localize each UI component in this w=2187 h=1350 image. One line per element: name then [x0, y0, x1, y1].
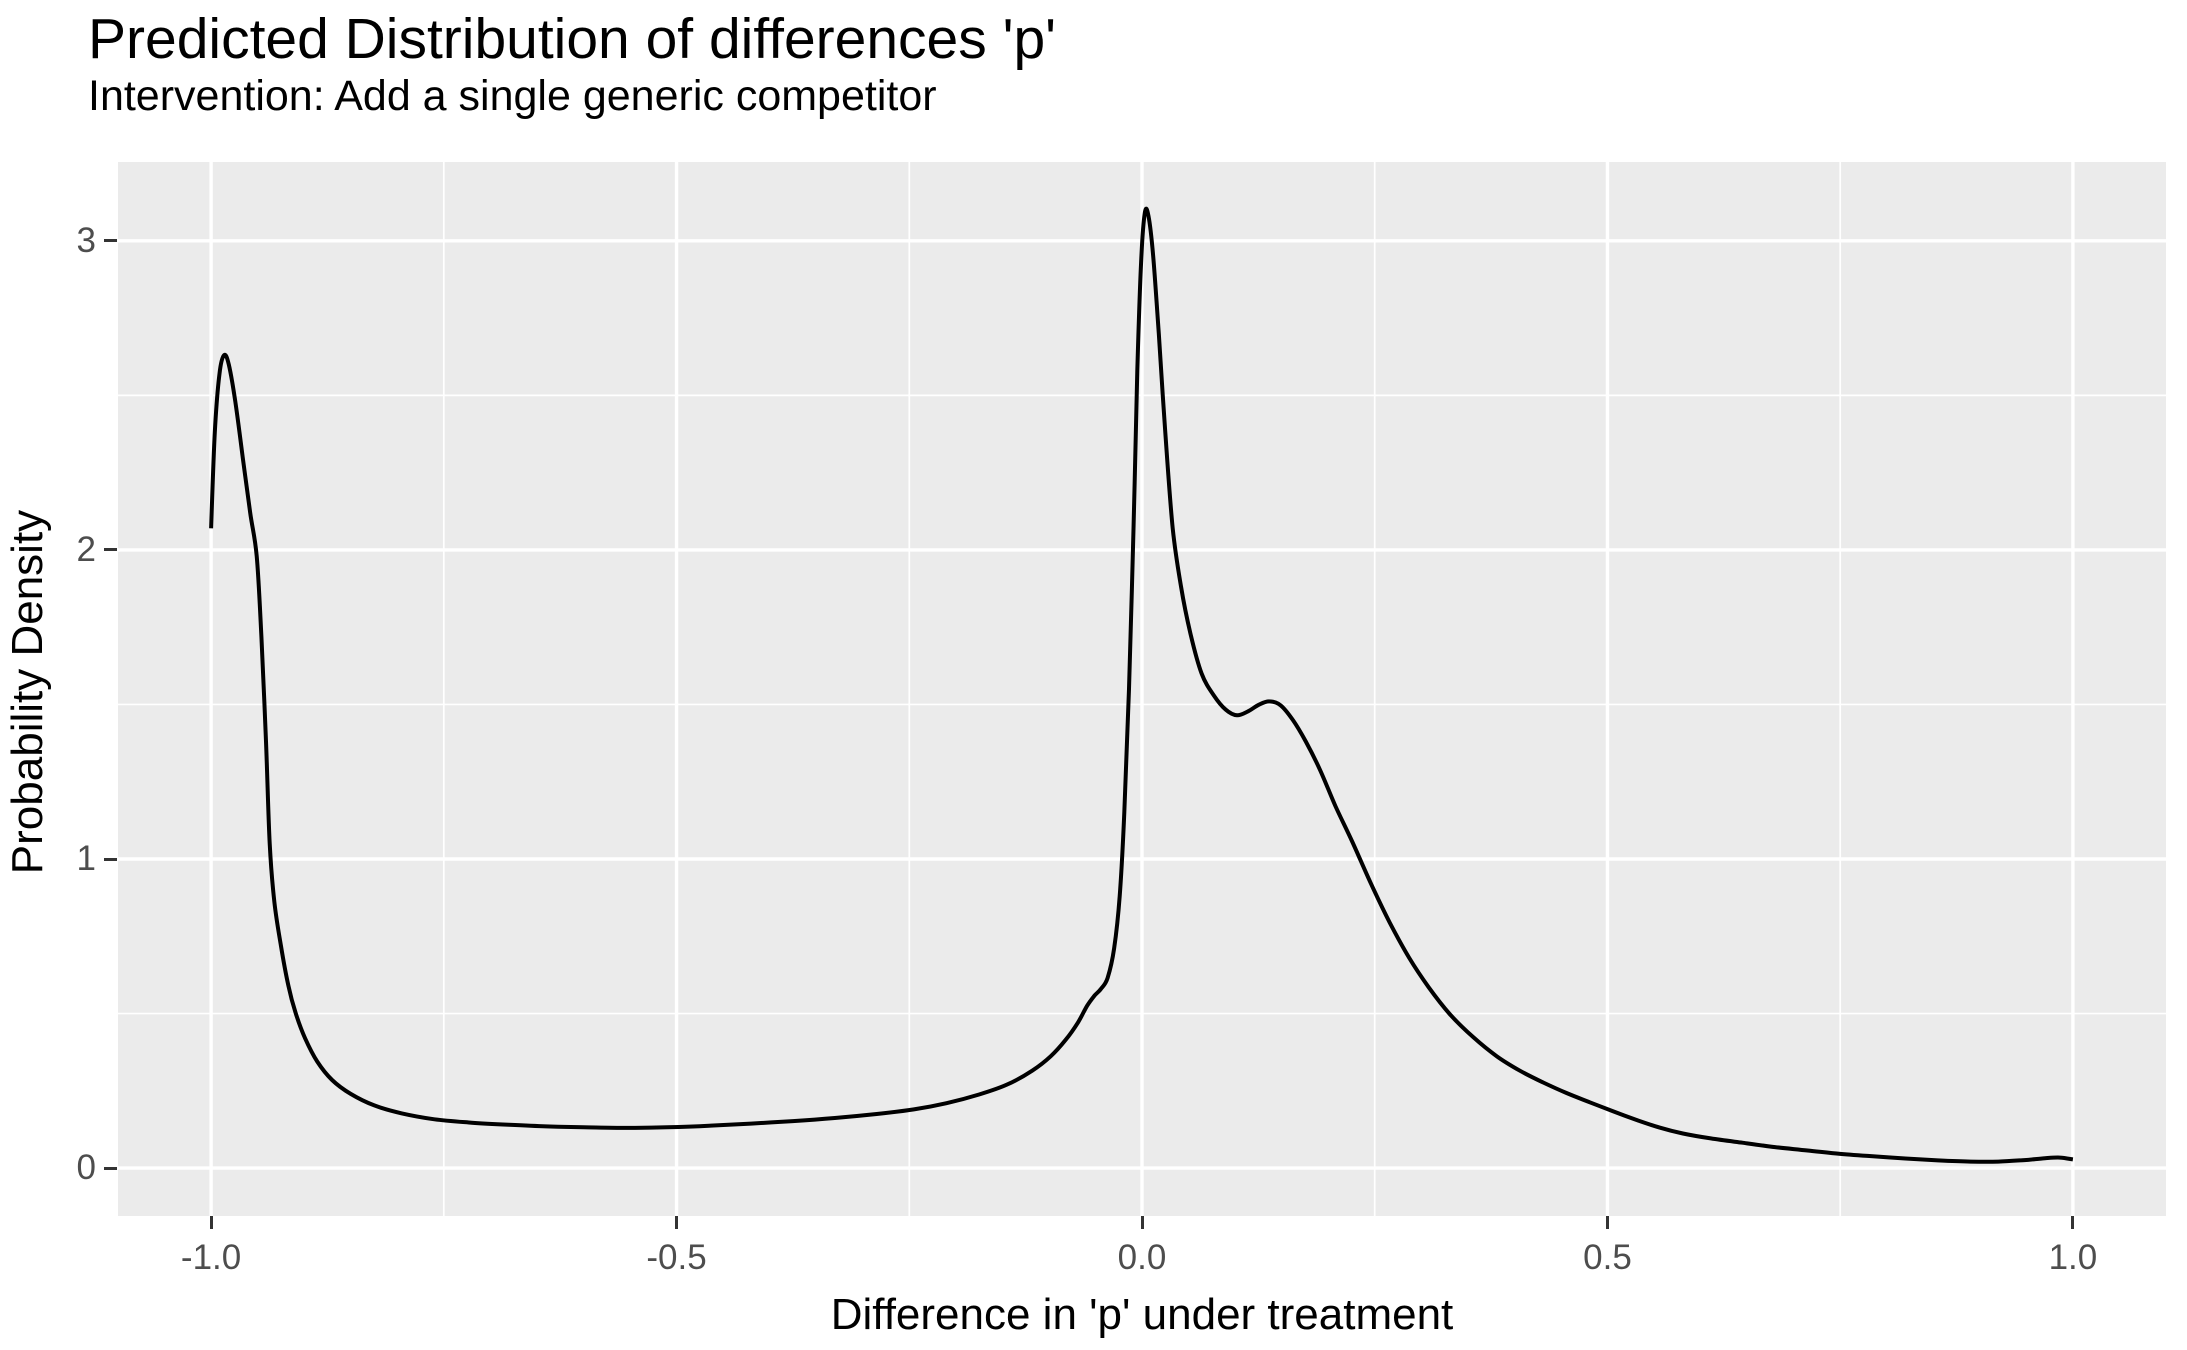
density-curve [209, 206, 2074, 1164]
x-tick-label-0.5: 0.5 [1583, 1238, 1632, 1277]
x-tick-label--1.0: -1.0 [180, 1238, 242, 1277]
y-tick-label-0: 0 [76, 1148, 96, 1188]
y-tick-mark-2 [104, 548, 117, 552]
y-tick-label-2: 2 [76, 529, 96, 569]
x-tick-label--0.5: -0.5 [646, 1238, 707, 1277]
x-tick-mark--0.5 [675, 1216, 679, 1229]
x-tick-mark-0.0 [1140, 1216, 1144, 1229]
major-gridlines [118, 162, 2166, 1216]
x-tick-label-1.0: 1.0 [2048, 1238, 2098, 1277]
plot-area-svg [118, 162, 2166, 1216]
y-tick-label-3: 3 [76, 220, 96, 260]
y-tick-mark-3 [104, 239, 117, 243]
y-axis-title: Probability Density [3, 509, 52, 875]
x-tick-mark--1.0 [209, 1216, 213, 1229]
x-tick-mark-1.0 [2071, 1216, 2075, 1229]
chart-title: Predicted Distribution of differences 'p… [88, 7, 1057, 71]
x-axis-title: Difference in 'p' under treatment [830, 1290, 1454, 1339]
y-tick-mark-1 [104, 857, 117, 861]
y-tick-mark-0 [104, 1166, 117, 1170]
chart-subtitle: Intervention: Add a single generic compe… [88, 72, 937, 120]
x-tick-mark-0.5 [1605, 1216, 1609, 1229]
x-tick-label-0.0: 0.0 [1117, 1238, 1167, 1277]
plot-panel [118, 162, 2166, 1216]
y-tick-label-1: 1 [76, 839, 96, 878]
